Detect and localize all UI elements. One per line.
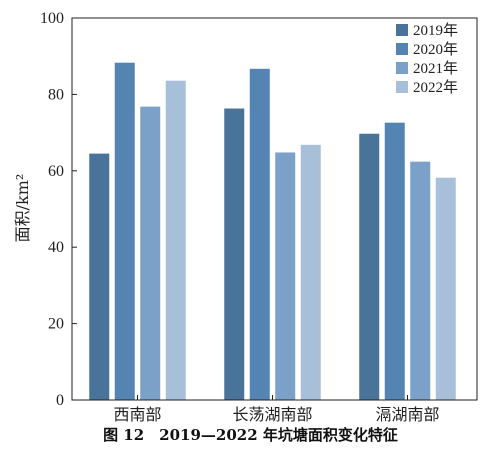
- legend-label: 2022年: [413, 79, 458, 96]
- y-ticks-group: 0 20 40 60 80 100: [40, 10, 77, 409]
- legend-swatch: [396, 43, 408, 55]
- bar: [410, 161, 431, 400]
- y-tick-label: 80: [48, 86, 64, 103]
- x-tick-label: 西南部: [113, 406, 161, 424]
- legend-swatch: [396, 62, 408, 74]
- legend-swatch: [396, 24, 408, 36]
- bar: [384, 122, 405, 400]
- x-ticks-group: 西南部 长荡湖南部 滆湖南部: [113, 395, 440, 424]
- bar: [165, 80, 186, 400]
- y-tick-label: 0: [56, 392, 64, 409]
- x-tick-label: 滆湖南部: [375, 406, 439, 424]
- y-tick-label: 20: [48, 316, 64, 333]
- legend-label: 2020年: [413, 41, 458, 58]
- y-tick-label: 60: [48, 163, 64, 180]
- y-tick-label: 40: [48, 239, 64, 256]
- bar: [114, 62, 135, 400]
- legend-swatch: [396, 81, 408, 93]
- legend: 2019年 2020年 2021年 2022年: [396, 22, 458, 96]
- axes-group: [71, 17, 478, 401]
- legend-label: 2019年: [413, 22, 458, 39]
- bar: [249, 68, 270, 400]
- bar: [435, 177, 456, 400]
- y-tick-label: 100: [40, 10, 64, 27]
- figure-caption: 图 12 2019—2022 年坑塘面积变化特征: [103, 426, 398, 444]
- bar: [224, 108, 245, 400]
- y-axis-label: 面积/km²: [13, 174, 32, 243]
- bars-group: [89, 62, 456, 401]
- x-tick-label: 长荡湖南部: [232, 406, 312, 424]
- bar: [89, 153, 110, 400]
- bar: [140, 106, 161, 401]
- bar: [300, 144, 321, 400]
- bar: [359, 133, 380, 400]
- bar: [275, 152, 296, 400]
- legend-label: 2021年: [413, 60, 458, 77]
- plot-frame: [71, 17, 478, 401]
